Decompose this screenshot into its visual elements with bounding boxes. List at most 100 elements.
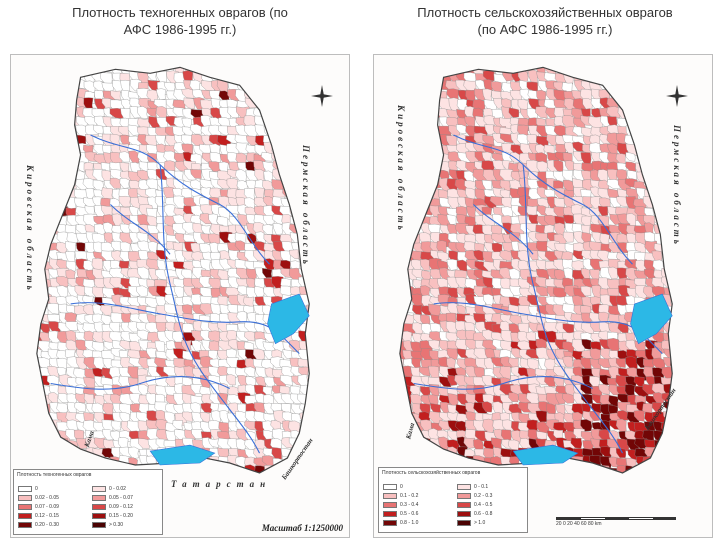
district-cell bbox=[145, 347, 157, 359]
district-cell bbox=[490, 81, 502, 93]
district-cell bbox=[457, 456, 468, 468]
district-cell bbox=[606, 73, 619, 87]
district-cell bbox=[74, 285, 85, 297]
district-cell bbox=[39, 232, 51, 245]
district-cell bbox=[499, 250, 513, 261]
district-cell bbox=[565, 475, 576, 486]
district-cell bbox=[465, 89, 476, 103]
legend-swatch bbox=[383, 501, 397, 508]
district-cell bbox=[651, 277, 665, 290]
district-cell bbox=[272, 67, 284, 76]
district-cell bbox=[662, 250, 673, 263]
district-cell bbox=[570, 437, 583, 449]
district-cell bbox=[553, 366, 565, 377]
district-cell bbox=[679, 448, 692, 461]
district-cell bbox=[279, 115, 293, 128]
district-cell bbox=[399, 268, 406, 281]
district-cell bbox=[65, 67, 76, 76]
district-cell bbox=[608, 322, 621, 336]
district-cell bbox=[146, 215, 157, 227]
west-region-label: Кировская область bbox=[396, 105, 406, 233]
district-cell bbox=[263, 376, 276, 388]
legend-item: 0.6 - 0.8 bbox=[457, 509, 523, 518]
district-cell bbox=[189, 179, 201, 191]
district-cell bbox=[83, 376, 96, 389]
district-cell bbox=[672, 474, 683, 487]
district-cell bbox=[65, 295, 79, 307]
district-cell bbox=[318, 214, 329, 226]
district-cell bbox=[671, 261, 673, 274]
district-cell bbox=[617, 323, 629, 334]
district-cell bbox=[288, 179, 302, 192]
north-arrow-icon bbox=[664, 83, 690, 109]
district-cell bbox=[419, 70, 434, 81]
district-cell bbox=[299, 384, 310, 396]
district-cell bbox=[272, 223, 284, 235]
legend-swatch bbox=[92, 485, 106, 492]
district-cell bbox=[544, 375, 556, 387]
district-cell bbox=[481, 179, 493, 191]
district-cell bbox=[156, 259, 167, 272]
district-cell bbox=[191, 340, 202, 352]
district-cell bbox=[573, 476, 586, 488]
district-cell bbox=[580, 419, 593, 432]
district-cell bbox=[670, 376, 673, 388]
district-cell bbox=[318, 127, 331, 137]
district-cell bbox=[36, 97, 42, 109]
legend-label: 0.8 - 1.0 bbox=[400, 519, 419, 526]
agricultural-legend: Плотность сельскохозяйственных оврагов 0… bbox=[378, 467, 528, 533]
district-cell bbox=[39, 205, 53, 218]
district-cell bbox=[634, 269, 648, 281]
district-cell bbox=[528, 249, 539, 261]
district-cell bbox=[680, 233, 693, 245]
district-cell bbox=[681, 252, 694, 263]
district-cell bbox=[670, 296, 673, 311]
district-cell bbox=[670, 367, 673, 380]
district-cell bbox=[419, 98, 430, 110]
district-cell bbox=[644, 97, 655, 112]
district-cell bbox=[645, 126, 658, 137]
district-cell bbox=[47, 88, 61, 99]
district-cell bbox=[65, 80, 79, 95]
district-cell bbox=[154, 340, 165, 353]
district-cell bbox=[652, 179, 666, 190]
legend-label: 0.5 - 0.6 bbox=[400, 510, 419, 517]
district-cell bbox=[606, 179, 621, 190]
legend-label: 0 - 0.1 bbox=[474, 483, 489, 490]
district-cell bbox=[37, 106, 50, 117]
district-cell bbox=[56, 170, 67, 181]
district-cell bbox=[420, 126, 434, 139]
district-cell bbox=[55, 189, 68, 202]
district-cell bbox=[279, 160, 291, 173]
district-cell bbox=[633, 410, 645, 422]
district-cell bbox=[410, 170, 423, 183]
district-cell bbox=[625, 71, 636, 84]
district-cell bbox=[508, 107, 520, 118]
district-cell bbox=[146, 67, 158, 72]
legend-label: 0.2 - 0.3 bbox=[474, 492, 493, 499]
district-cell bbox=[636, 464, 650, 473]
district-cell bbox=[399, 366, 404, 379]
district-cell bbox=[291, 475, 305, 485]
district-cell bbox=[120, 107, 131, 121]
district-cell bbox=[49, 126, 62, 140]
legend-swatch bbox=[18, 503, 32, 510]
district-cell bbox=[626, 287, 637, 298]
district-cell bbox=[102, 222, 113, 235]
district-cell bbox=[138, 438, 150, 449]
district-cell bbox=[254, 402, 265, 414]
district-cell bbox=[428, 153, 443, 166]
district-cell bbox=[55, 88, 69, 103]
district-cell bbox=[39, 179, 50, 193]
district-cell bbox=[252, 67, 267, 77]
legend-item: 0.2 - 0.3 bbox=[457, 491, 523, 500]
district-cell bbox=[38, 134, 49, 147]
district-cell bbox=[262, 67, 274, 78]
legend-item: > 1.0 bbox=[457, 518, 523, 527]
district-cell bbox=[411, 197, 426, 211]
district-cell bbox=[172, 420, 183, 430]
district-cell bbox=[572, 465, 583, 473]
district-cell bbox=[94, 278, 105, 290]
district-cell bbox=[319, 440, 329, 451]
legend-item: 0.8 - 1.0 bbox=[383, 518, 449, 527]
